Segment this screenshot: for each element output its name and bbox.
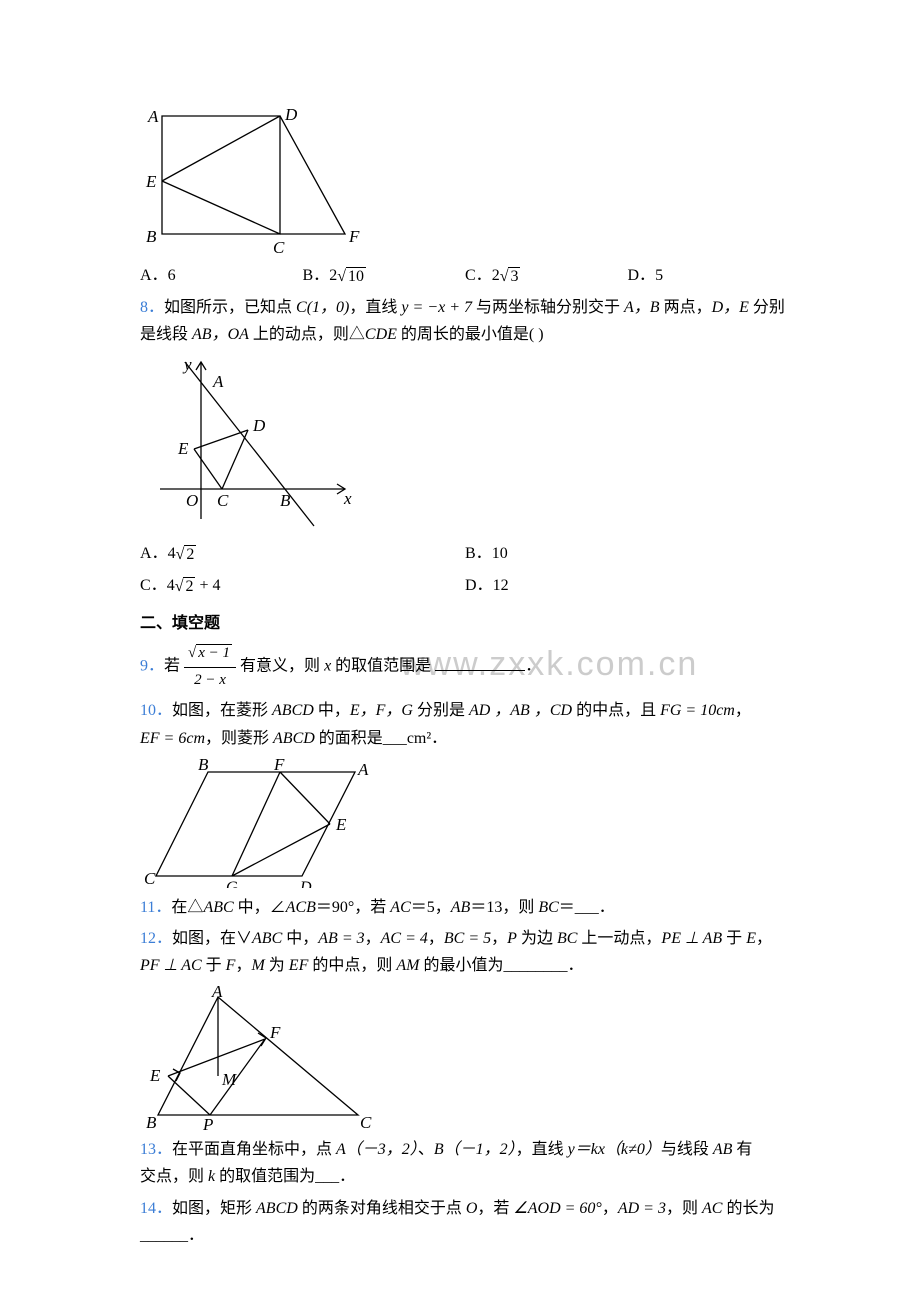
svg-text:O: O [186,491,198,510]
section-title-2: 二、填空题 [140,610,790,637]
svg-text:A: A [147,107,159,126]
svg-text:P: P [202,1115,213,1130]
q10-text: 10．如图，在菱形 ABCD 中，E，F，G 分别是 AD ，AB ，CD 的中… [140,697,790,724]
svg-text:B: B [146,227,157,246]
q8-number: 8． [140,299,164,316]
q9-text: 9．若 √x − 12 − x 有意义，则 x 的取值范围是 ． [140,641,790,693]
svg-text:C: C [144,869,156,888]
svg-text:E: E [149,1066,161,1085]
svg-text:A: A [212,372,224,391]
figure-q7: A D E B C F [140,106,790,256]
q11-text: 11．在△ABC 中，∠ACB＝90°，若 AC＝5，AB＝13，则 BC＝__… [140,894,790,921]
svg-text:A: A [211,985,223,1001]
q7-choice-a: 6 [168,267,176,284]
svg-text:E: E [145,172,157,191]
q7-choice-d: 5 [655,267,663,284]
svg-text:x: x [343,489,352,508]
q14-text: 14．如图，矩形 ABCD 的两条对角线相交于点 O，若 ∠AOD = 60°，… [140,1195,790,1222]
svg-text:y: y [182,355,192,374]
figure-q10: B F A E C G D [140,758,790,888]
q7-choices: A．6 B．2√10 C．2√3 D．5 [140,262,790,290]
svg-text:F: F [348,227,360,246]
svg-text:E: E [335,815,347,834]
svg-text:B: B [280,491,291,510]
q8-text: 8．如图所示，已知点 C(1，0)，直线 y = −x + 7 与两坐标轴分别交… [140,294,790,321]
svg-text:D: D [299,879,312,888]
svg-text:C: C [273,238,285,256]
q13-text: 13．在平面直角坐标中，点 A（－3，2）、B（－1，2），直线 y＝kx（k≠… [140,1136,790,1163]
svg-text:C: C [217,491,229,510]
svg-text:C: C [360,1113,372,1130]
q12-text: 12．如图，在∨ABC 中，AB = 3，AC = 4，BC = 5，P 为边 … [140,925,790,952]
svg-text:G: G [226,879,238,888]
svg-text:F: F [273,758,285,774]
svg-text:E: E [177,439,189,458]
svg-text:F: F [269,1023,281,1042]
svg-text:D: D [252,416,266,435]
svg-text:B: B [198,758,209,774]
figure-q8: y x A D E O C B [140,354,790,534]
q9-blank [435,655,525,671]
svg-text:B: B [146,1113,157,1130]
svg-text:D: D [284,106,298,124]
q8-choices: A．4√2 B．10 C．4√2 + 4 D．12 [140,540,790,604]
figure-q12: A F E M B P C [140,985,790,1130]
svg-text:A: A [357,760,369,779]
svg-text:M: M [221,1070,237,1089]
